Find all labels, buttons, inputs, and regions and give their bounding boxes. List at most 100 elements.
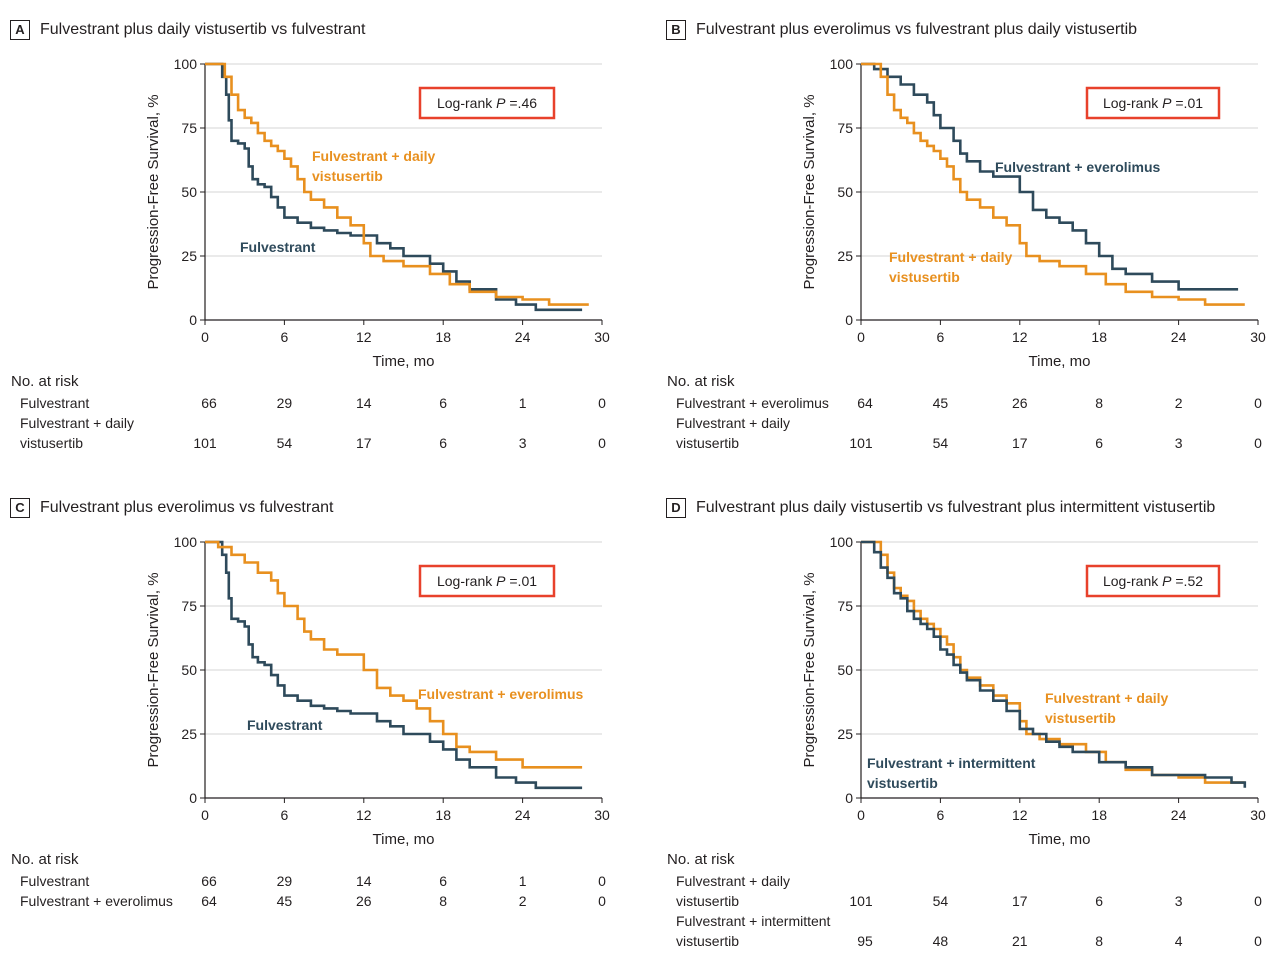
km-curve-fulvestrant-daily-vistusertib [861,62,1245,306]
risk-row-label: vistusertib [676,933,740,949]
risk-row-label: Fulvestrant + daily [20,415,134,431]
risk-count: 0 [1254,435,1262,451]
x-tick-label: 18 [435,329,451,345]
risk-count: 66 [201,395,217,411]
panel-c: C Fulvestrant plus everolimus vs fulvestr… [0,478,640,960]
logrank-text: Log-rank P =.01 [437,573,537,589]
km-curve-fulvestrant-intermittent-vistusertib [861,540,1247,788]
panel-header: C Fulvestrant plus everolimus vs fulvestr… [10,496,333,520]
risk-count: 54 [932,435,949,451]
panel-letter: A [10,20,30,40]
risk-count: 3 [1174,435,1183,451]
risk-count: 29 [276,395,293,411]
risk-count: 4 [1174,933,1183,949]
risk-count: 95 [857,933,873,949]
risk-count: 26 [1012,395,1028,411]
risk-row-label: vistusertib [676,893,740,909]
km-plot: 0 25 50 75 100 0 6 12 18 24 30 Time, mo Progression-… [145,534,610,848]
y-tick-label: 100 [174,56,198,72]
curve-label: Fulvestrant + daily vistusertib [889,249,1013,285]
km-curve-fulvestrant-everolimus [205,540,583,769]
x-tick-label: 6 [281,329,289,345]
risk-count: 21 [1012,933,1028,949]
x-tick-label: 0 [857,807,865,823]
panel-a: A Fulvestrant plus daily vistusertib vs f… [0,0,640,482]
y-tick-label: 75 [837,120,853,136]
x-tick-label: 0 [201,329,209,345]
km-plot: 0 25 50 75 100 0 6 12 18 24 30 Time, mo Progression-… [801,56,1266,370]
risk-count: 1 [518,395,527,411]
risk-count: 17 [356,435,372,451]
y-tick-label: 75 [181,598,197,614]
logrank-box [1085,564,1221,598]
risk-count: 26 [356,893,372,909]
risk-count: 0 [598,435,606,451]
y-tick-label: 100 [830,56,854,72]
panel-title: Fulvestrant plus daily vistusertib vs fu… [40,21,366,38]
risk-table-header: No. at risk [667,373,735,390]
y-tick-label: 0 [845,312,853,328]
risk-count: 8 [439,893,448,909]
risk-count: 17 [1012,893,1028,909]
risk-count: 2 [1174,395,1183,411]
risk-table-header: No. at risk [11,851,79,868]
risk-count: 2 [518,893,527,909]
y-tick-label: 50 [181,662,197,678]
panel-d: D Fulvestrant plus daily vistusertib vs f… [656,478,1280,960]
x-tick-label: 0 [201,807,209,823]
risk-count: 54 [932,893,949,909]
x-axis-label: Time, mo [373,353,435,370]
x-tick-label: 12 [356,329,372,345]
y-axis-label: Progression-Free Survival, % [145,572,162,767]
logrank-box [418,564,556,598]
x-tick-label: 18 [435,807,451,823]
y-axis-label: Progression-Free Survival, % [801,572,818,767]
risk-count: 8 [1095,933,1104,949]
x-tick-label: 6 [937,329,945,345]
x-tick-label: 24 [515,807,531,823]
risk-count: 64 [201,893,217,909]
logrank-text: Log-rank P =.01 [1103,95,1203,111]
risk-count: 66 [201,873,217,889]
risk-row-label: vistusertib [20,435,84,451]
x-tick-label: 12 [1012,329,1028,345]
x-tick-label: 0 [857,329,865,345]
risk-count: 54 [276,435,293,451]
risk-count: 0 [1254,395,1262,411]
y-tick-label: 75 [181,120,197,136]
risk-count: 101 [849,435,873,451]
risk-count: 3 [1174,893,1183,909]
risk-count: 17 [1012,435,1028,451]
km-curve-fulvestrant-daily-vistusertib [861,540,1245,784]
curve-label: Fulvestrant + daily vistusertib [312,148,436,184]
curve-label: Fulvestrant + daily vistusertib [1045,690,1169,726]
x-tick-label: 30 [1250,329,1266,345]
risk-count: 101 [193,435,217,451]
risk-count: 6 [1095,435,1104,451]
x-tick-label: 12 [356,807,372,823]
panel-letter: D [666,498,686,518]
risk-count: 0 [598,873,606,889]
risk-row-label: Fulvestrant + daily [676,415,790,431]
panel-letter: B [666,20,686,40]
risk-count: 101 [849,893,873,909]
panel-header: A Fulvestrant plus daily vistusertib vs f… [10,18,365,42]
y-axis-label: Progression-Free Survival, % [801,94,818,289]
risk-count: 64 [857,395,873,411]
x-axis-label: Time, mo [373,831,435,848]
risk-row-label: Fulvestrant + intermittent [676,913,831,929]
risk-count: 14 [356,873,372,889]
panel-header: B Fulvestrant plus everolimus vs fulvestr… [666,18,1137,42]
risk-row-label: vistusertib [676,435,740,451]
y-tick-label: 75 [837,598,853,614]
risk-row-label: Fulvestrant + everolimus [676,395,829,411]
panel-title: Fulvestrant plus everolimus vs fulvestra… [40,499,334,516]
risk-count: 48 [932,933,949,949]
risk-row-label: Fulvestrant + everolimus [20,893,173,909]
km-plot: 0 25 50 75 100 0 6 12 18 24 30 Time, mo Progression-… [801,534,1266,848]
km-curve-fulvestrant-daily-vistusertib [205,62,589,306]
x-tick-label: 24 [1171,807,1187,823]
y-tick-label: 100 [174,534,198,550]
y-tick-label: 50 [837,184,853,200]
curve-label: Fulvestrant [240,239,316,255]
